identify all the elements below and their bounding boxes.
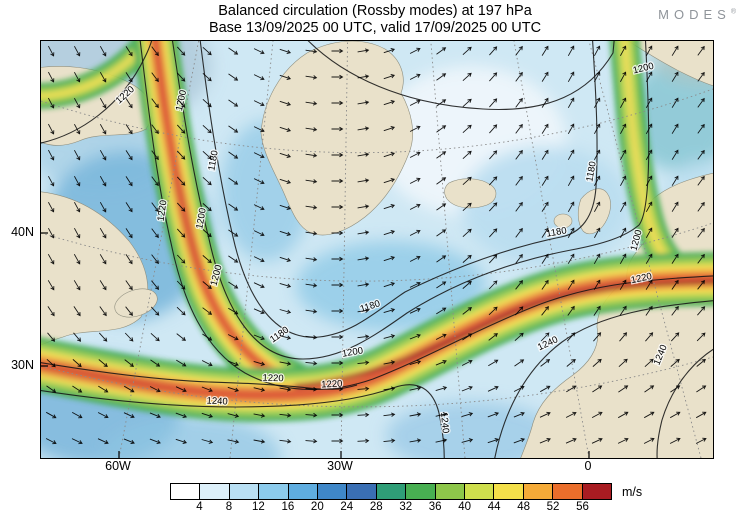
colorbar-unit: m/s	[622, 485, 643, 499]
colorbar-segment	[435, 484, 466, 499]
contour-label: 1220	[156, 199, 170, 221]
colorbar-segment	[288, 484, 319, 499]
colorbar-tick-label: 52	[546, 501, 560, 513]
chart-title-block: Balanced circulation (Rossby modes) at 1…	[0, 3, 750, 37]
contour-1240-south	[41, 384, 445, 458]
contour-1160	[307, 41, 615, 111]
colorbar-tick-label: 56	[576, 501, 589, 513]
x-axis-label-30w: 30W	[327, 459, 353, 473]
colorbar-tick-label: 40	[458, 501, 472, 513]
colorbar-segment	[553, 484, 583, 499]
land-newfoundland	[114, 288, 158, 318]
contour-1220-corner	[41, 41, 153, 144]
contour-label: 1200	[341, 345, 364, 360]
colorbar-segment	[465, 484, 495, 499]
colorbar-tick-label: 44	[487, 501, 501, 513]
land-greenland	[260, 41, 414, 236]
y-axis-label-40n: 40N	[11, 225, 34, 239]
land-iceland	[444, 178, 497, 209]
colorbar-tick-label: 48	[517, 501, 530, 513]
colorbar-tick-label: 32	[399, 501, 413, 513]
colorbar-tick-label: 8	[225, 501, 233, 513]
contour-1240-corner	[656, 348, 713, 458]
colorbar-tick-label: 20	[310, 501, 324, 513]
modes-logo: MODES®	[658, 7, 736, 22]
contour-label: 1220	[321, 378, 343, 390]
chart-title: Balanced circulation (Rossby modes) at 1…	[218, 3, 532, 19]
colorbar-segment	[259, 484, 289, 499]
modes-logo-text: MODES	[658, 7, 731, 22]
colorbar-segment	[494, 484, 524, 499]
colorbar-tick-label: 16	[281, 501, 295, 513]
contour-1220-entry	[41, 362, 358, 390]
colorbar-tick-label: 24	[340, 501, 354, 513]
registered-mark: ®	[730, 8, 736, 16]
colorbar-segment	[200, 484, 230, 499]
colorbar-segment	[523, 484, 554, 499]
x-axis-label-0: 0	[584, 459, 592, 473]
contour-1200	[171, 41, 650, 360]
jet-stream-band	[41, 41, 713, 422]
colorbar-ticks: 4 8 12 16 20 24 28 32 36 40 44 48 52 56	[170, 501, 612, 515]
land-ireland	[553, 213, 573, 229]
colorbar-segment	[347, 484, 377, 499]
graticule	[41, 41, 713, 458]
colorbar-tick-label: 4	[196, 501, 203, 513]
colorbar-segment	[582, 484, 612, 499]
colorbar-segment	[376, 484, 407, 499]
contour-1240-east	[494, 300, 713, 458]
colorbar-segment	[318, 484, 348, 499]
colorbar-wrap: 4 8 12 16 20 24 28 32 36 40 44 48 52 56	[170, 483, 612, 513]
colorbar-tick-label: 28	[369, 501, 383, 513]
colorbar-segment	[171, 484, 201, 499]
contour-1180	[199, 41, 598, 338]
wind-vectors-layer	[45, 45, 707, 445]
map-frame: 1220 1200 1180 1220 1200 1200 1180 1180 1200 1220…	[40, 40, 714, 459]
contour-label: 1180	[206, 150, 220, 172]
contour-label: 1180	[546, 225, 568, 239]
contour-label: 1180	[584, 161, 598, 183]
chart-subtitle: Base 13/09/2025 00 UTC, valid 17/09/2025…	[208, 20, 542, 36]
colorbar	[170, 483, 612, 500]
x-axis-label-60w: 60W	[105, 459, 131, 473]
contour-label: 1240	[438, 412, 451, 434]
contour-label: 1240	[206, 395, 228, 407]
axis-ticks	[41, 232, 590, 458]
colorbar-segment	[406, 484, 436, 499]
y-axis-label-30n: 30N	[11, 358, 34, 372]
colorbar-tick-label: 12	[251, 501, 265, 513]
colorbar-tick-label: 36	[428, 501, 442, 513]
colorbar-segment	[229, 484, 260, 499]
contour-label: 1200	[194, 207, 209, 230]
contour-label: 1220	[262, 373, 284, 385]
